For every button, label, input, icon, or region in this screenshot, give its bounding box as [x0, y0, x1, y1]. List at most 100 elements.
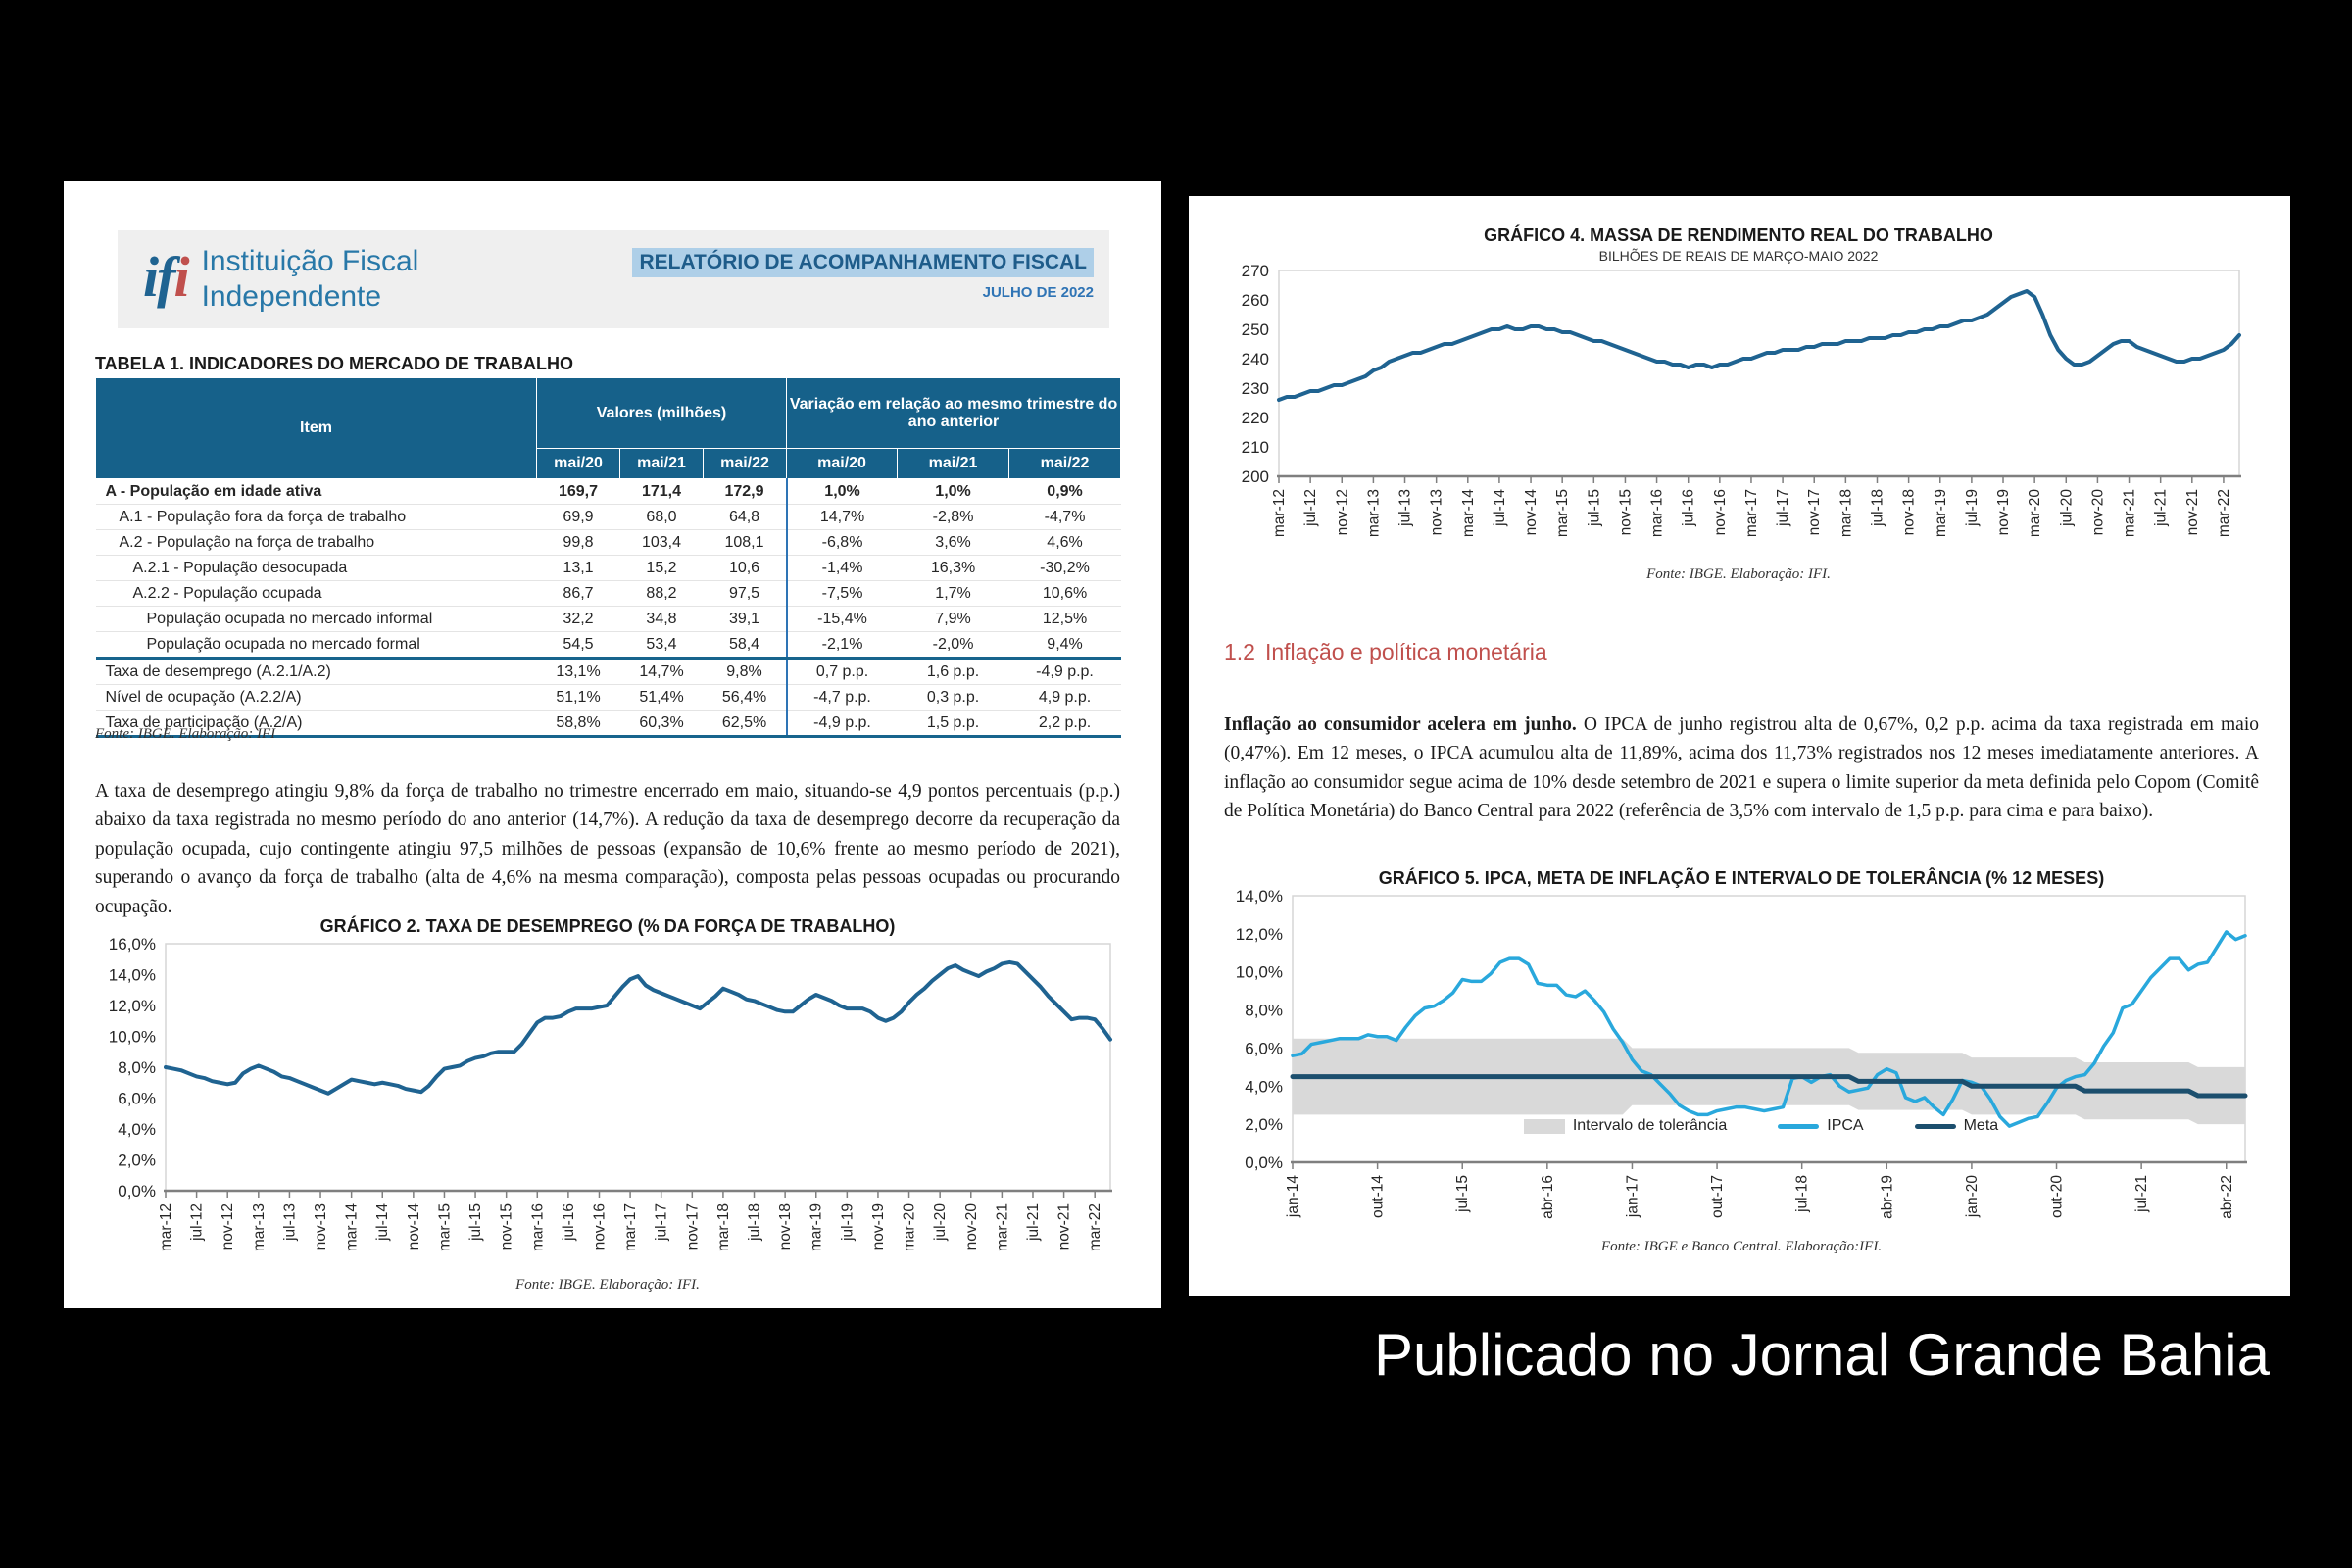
inflation-paragraph: Inflação ao consumidor acelera em junho.… — [1224, 710, 2259, 826]
row-value: 13,1 — [536, 555, 620, 581]
report-page-right: GRÁFICO 4. MASSA DE RENDIMENTO REAL DO T… — [1189, 196, 2290, 1296]
svg-text:mar-16: mar-16 — [529, 1203, 546, 1251]
svg-text:14,0%: 14,0% — [1236, 890, 1283, 906]
row-value: 1,7% — [897, 580, 1009, 607]
row-value: -7,5% — [785, 580, 898, 607]
row-value: 4,6% — [1008, 529, 1121, 556]
svg-text:6,0%: 6,0% — [118, 1090, 156, 1108]
legend-item: Meta — [1914, 1117, 1999, 1135]
chart4-subtitle: BILHÕES DE REAIS DE MARÇO-MAIO 2022 — [1598, 248, 1879, 264]
logo-letters-if: if — [143, 245, 175, 309]
row-label: A - População em idade ativa — [95, 478, 537, 505]
row-value: 68,0 — [619, 504, 704, 530]
row-label: População ocupada no mercado informal — [95, 606, 537, 632]
svg-text:nov-18: nov-18 — [777, 1203, 794, 1250]
col-header-item: Item — [95, 377, 537, 479]
row-value: 54,5 — [536, 631, 620, 659]
row-value: 0,7 p.p. — [785, 657, 898, 685]
svg-text:nov-16: nov-16 — [591, 1203, 608, 1250]
svg-text:270: 270 — [1242, 265, 1269, 280]
logo-name-line1: Instituição Fiscal — [201, 245, 419, 277]
table-row: Taxa de desemprego (A.2.1/A.2) 13,1% 14,7%… — [95, 657, 1121, 685]
svg-text:jul-18: jul-18 — [1869, 489, 1886, 527]
svg-text:nov-16: nov-16 — [1712, 489, 1729, 535]
svg-text:4,0%: 4,0% — [1245, 1077, 1283, 1096]
svg-text:out-17: out-17 — [1709, 1175, 1726, 1218]
row-value: -4,9 p.p. — [1008, 657, 1121, 685]
svg-text:jul-13: jul-13 — [281, 1203, 298, 1242]
svg-text:jul-18: jul-18 — [1794, 1175, 1811, 1213]
row-value: -30,2% — [1008, 555, 1121, 581]
svg-text:mar-12: mar-12 — [1271, 489, 1288, 537]
svg-text:240: 240 — [1242, 350, 1269, 368]
svg-text:jul-15: jul-15 — [1454, 1175, 1471, 1213]
svg-text:jul-19: jul-19 — [1964, 489, 1981, 527]
row-value: 1,5 p.p. — [897, 710, 1009, 738]
svg-text:mar-15: mar-15 — [1554, 489, 1571, 537]
svg-text:200: 200 — [1242, 467, 1269, 486]
svg-text:jul-15: jul-15 — [1586, 489, 1602, 527]
row-value: -2,1% — [785, 631, 898, 659]
svg-text:210: 210 — [1242, 438, 1269, 457]
income-mass-line-svg: 200 210 220 230 240 250 260 270 mar-12 jul-12 nov-… — [1242, 265, 2241, 537]
chart5-plot: 0,0% 2,0% 4,0% 6,0% 8,0% 10,0% 12,0% 14,0% jan-1… — [1224, 890, 2259, 1237]
row-value: 172,9 — [703, 478, 787, 505]
row-label: Taxa de participação (A.2/A) — [95, 710, 537, 738]
svg-text:mar-19: mar-19 — [808, 1203, 825, 1251]
row-value: 64,8 — [703, 504, 787, 530]
row-value: 9,4% — [1008, 631, 1121, 659]
svg-text:nov-14: nov-14 — [1523, 489, 1540, 536]
ipca-lines-svg: 0,0% 2,0% 4,0% 6,0% 8,0% 10,0% 12,0% 14,0% jan-1… — [1236, 890, 2248, 1219]
svg-text:nov-20: nov-20 — [963, 1203, 980, 1250]
svg-text:nov-21: nov-21 — [2184, 489, 2201, 535]
chart2-plot: 0,0% 2,0% 4,0% 6,0% 8,0% 10,0% 12,0% 14,0% 16,0%… — [95, 938, 1120, 1275]
row-value: 58,8% — [536, 710, 620, 738]
report-heading: RELATÓRIO DE ACOMPANHAMENTO FISCAL JULHO… — [632, 248, 1094, 301]
inflation-paragraph-lead: Inflação ao consumidor acelera em junho. — [1224, 713, 1577, 735]
svg-text:jul-19: jul-19 — [839, 1203, 856, 1242]
table-row: A.2.2 - População ocupada 86,7 88,2 97,5 -7,… — [95, 580, 1121, 607]
report-page-left: ifi Instituição Fiscal Independente RELA… — [64, 181, 1161, 1308]
row-value: 97,5 — [703, 580, 787, 607]
row-value: 60,3% — [619, 710, 704, 738]
svg-text:nov-18: nov-18 — [1901, 489, 1918, 535]
row-value: 10,6 — [703, 555, 787, 581]
svg-text:mar-21: mar-21 — [994, 1203, 1010, 1251]
legend-swatch-line — [1914, 1123, 1956, 1129]
table-row: População ocupada no mercado formal 54,5 5… — [95, 631, 1121, 659]
indicator-table-body: A - População em idade ativa 169,7 171,4 17… — [95, 478, 1121, 738]
legend-item: IPCA — [1778, 1117, 1864, 1135]
svg-text:10,0%: 10,0% — [109, 1028, 156, 1047]
svg-text:10,0%: 10,0% — [1236, 963, 1283, 982]
legend-swatch-line — [1778, 1123, 1820, 1129]
row-value: -2,0% — [897, 631, 1009, 659]
svg-text:mar-16: mar-16 — [1649, 489, 1666, 537]
row-value: 171,4 — [619, 478, 704, 505]
subheader-cell: mai/22 — [1008, 448, 1122, 479]
row-value: 14,7% — [785, 504, 898, 530]
svg-text:250: 250 — [1242, 320, 1269, 339]
subheader-cell: mai/21 — [897, 448, 1010, 479]
legend-label: Meta — [1963, 1117, 1999, 1134]
row-value: 51,4% — [619, 684, 704, 710]
inflation-paragraph-rest: O IPCA de junho registrou alta de 0,67%,… — [1224, 713, 2259, 822]
row-value: 7,9% — [897, 606, 1009, 632]
svg-text:abr-22: abr-22 — [2219, 1175, 2235, 1219]
svg-text:mar-22: mar-22 — [2216, 489, 2232, 537]
svg-text:jul-12: jul-12 — [1302, 489, 1319, 527]
table-subheader-row: mai/20 mai/21 mai/22 mai/20 mai/21 mai/22 — [96, 448, 1122, 479]
row-label: População ocupada no mercado formal — [95, 631, 537, 659]
row-value: 0,9% — [1008, 478, 1121, 505]
section-heading: 1.2 Inflação e política monetária — [1224, 639, 1547, 665]
svg-text:jul-14: jul-14 — [1492, 489, 1508, 527]
svg-text:jul-12: jul-12 — [189, 1203, 206, 1242]
svg-text:nov-20: nov-20 — [2089, 489, 2106, 536]
svg-text:jul-13: jul-13 — [1397, 489, 1414, 527]
row-value: -4,7 p.p. — [785, 684, 898, 710]
legend-swatch-band — [1523, 1118, 1565, 1134]
svg-text:jul-17: jul-17 — [654, 1203, 670, 1242]
svg-text:jul-20: jul-20 — [932, 1203, 949, 1242]
labor-market-table: Item Valores (milhões) Variação em relaç… — [95, 377, 1122, 738]
svg-text:jan-14: jan-14 — [1285, 1175, 1301, 1218]
